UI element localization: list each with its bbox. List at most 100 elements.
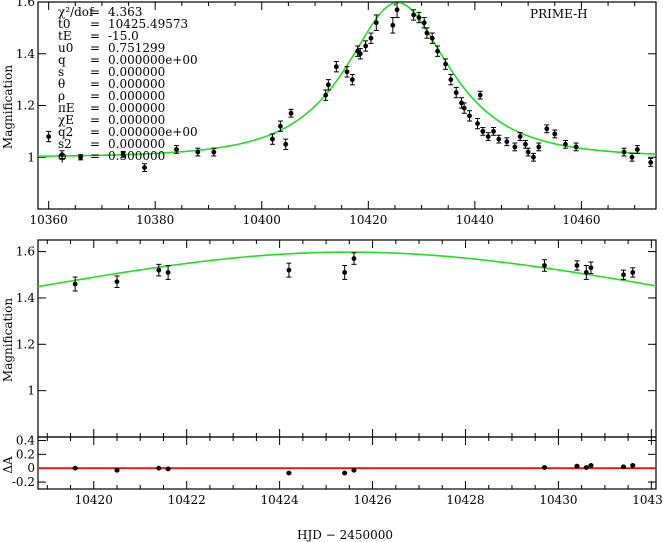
- top-point: [461, 105, 467, 111]
- top-point: [394, 7, 400, 13]
- top-ytick-label: 1.2: [16, 99, 35, 113]
- top-point: [512, 144, 518, 150]
- residual-point: [588, 463, 594, 468]
- top-xtick-label: 10360: [30, 213, 68, 227]
- residual-ytick-label: 0.2: [16, 447, 35, 461]
- top-point: [435, 48, 440, 54]
- residual-point: [630, 463, 636, 468]
- top-point: [544, 126, 550, 132]
- top-point: [373, 20, 379, 26]
- top-panel: 10360 10380 10400 10420 10440 10460 1 1.2 1.4 1.6…: [1, 0, 657, 227]
- param-name: s: [58, 65, 64, 79]
- top-point: [485, 134, 491, 139]
- param-name: θ: [58, 77, 65, 91]
- top-point: [634, 147, 640, 152]
- middle-ytick-label: 1.2: [16, 337, 35, 351]
- top-point: [120, 152, 126, 158]
- residual-panel-frame: [37, 436, 657, 490]
- dataset-label: PRIME-H: [530, 7, 588, 21]
- top-point: [174, 147, 179, 152]
- top-point: [283, 141, 289, 147]
- param-value: 0.751299: [108, 41, 165, 55]
- top-point: [477, 92, 483, 98]
- top-xtick-label: 10380: [136, 213, 174, 227]
- top-xtick-label: 10400: [243, 213, 281, 227]
- middle-point: [621, 272, 626, 278]
- param-equals: =: [90, 149, 100, 163]
- top-point: [424, 30, 430, 36]
- residual-ytick-label: 0.4: [16, 433, 35, 447]
- middle-point: [583, 270, 589, 275]
- top-point: [467, 113, 472, 119]
- residual-panel: 10420104221042410426104281043010432-0.20…: [1, 433, 663, 507]
- param-name: u0: [58, 41, 73, 55]
- residual-xtick-label: 10432: [632, 493, 663, 507]
- top-point: [443, 61, 448, 67]
- param-name: χ²/dof: [58, 5, 95, 19]
- top-xtick-label: 10460: [562, 213, 600, 227]
- residual-xtick-label: 10428: [446, 493, 484, 507]
- top-point: [344, 69, 350, 75]
- middle-point: [588, 265, 594, 271]
- top-point: [357, 51, 363, 57]
- top-model-curve: [37, 1, 657, 158]
- top-point: [517, 134, 523, 139]
- middle-panel-frame: [37, 239, 657, 438]
- param-equals: =: [90, 77, 100, 91]
- residual-ytick-label: -0.2: [12, 475, 35, 489]
- param-value: 0.000000e+00: [108, 125, 198, 139]
- param-value: 0.000000: [108, 113, 165, 127]
- param-equals: =: [90, 17, 100, 31]
- residual-point: [286, 470, 292, 476]
- param-name: ρ: [58, 89, 65, 103]
- top-point: [648, 160, 654, 165]
- top-point: [523, 141, 528, 147]
- param-name: q: [58, 53, 66, 67]
- residual-xtick-label: 10426: [353, 493, 391, 507]
- middle-ytick-label: 1: [27, 384, 35, 398]
- top-point: [421, 20, 427, 26]
- middle-model-line: [37, 251, 657, 288]
- top-ylabel: Magnification: [1, 65, 15, 149]
- top-point: [288, 110, 294, 116]
- top-point: [536, 144, 542, 150]
- param-name: t0: [58, 17, 70, 31]
- top-point: [349, 77, 355, 83]
- residual-point: [621, 464, 626, 470]
- residual-xtick-label: 10420: [75, 493, 113, 507]
- param-equals: =: [90, 113, 100, 127]
- param-equals: =: [90, 89, 100, 103]
- top-data-points: [46, 1, 654, 172]
- top-point: [323, 92, 329, 98]
- residual-point: [165, 466, 171, 472]
- param-value: 0.500000: [108, 149, 165, 163]
- middle-ylabel: Magnification: [1, 298, 15, 382]
- param-equals: =: [90, 41, 100, 55]
- residual-point: [72, 465, 78, 471]
- middle-point: [72, 281, 78, 287]
- param-value: 4.363: [108, 5, 142, 19]
- param-name: tE: [58, 29, 72, 43]
- param-equals: =: [90, 101, 100, 115]
- param-name: πE: [58, 101, 75, 115]
- top-ytick-label: 1.4: [16, 47, 35, 61]
- top-point: [475, 121, 480, 127]
- top-point: [552, 131, 558, 137]
- top-point: [573, 144, 579, 150]
- param-name: s2: [58, 137, 72, 151]
- residual-data-points: [72, 463, 636, 476]
- top-point: [46, 134, 52, 139]
- residual-point: [583, 465, 589, 470]
- top-point: [629, 154, 635, 160]
- top-point: [368, 35, 374, 41]
- residual-xtick-label: 10430: [539, 493, 577, 507]
- middle-point: [156, 267, 162, 273]
- middle-model-curve: [37, 251, 657, 288]
- param-value: 0.000000: [108, 137, 165, 151]
- top-point: [142, 165, 147, 171]
- param-name: q2: [58, 125, 73, 139]
- param-equals: =: [90, 29, 100, 43]
- top-xtick-label: 10440: [456, 213, 494, 227]
- top-point: [278, 123, 283, 129]
- residual-point: [542, 465, 547, 470]
